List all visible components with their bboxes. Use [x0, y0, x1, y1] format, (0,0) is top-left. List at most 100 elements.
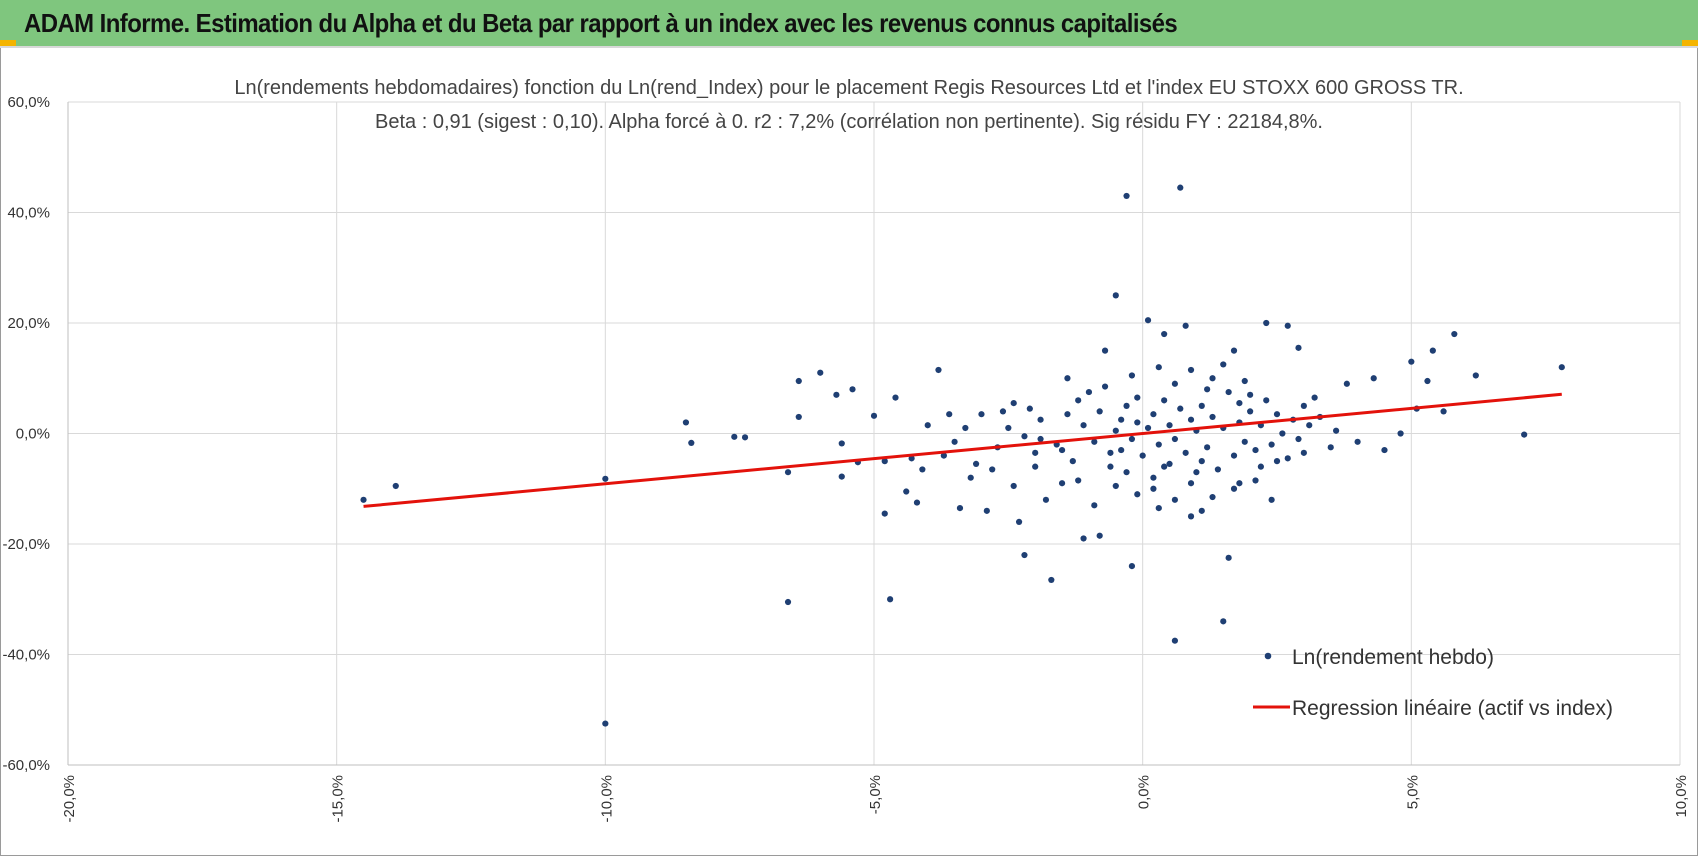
data-point [1144, 424, 1152, 432]
data-point [913, 499, 921, 506]
data-point [1252, 446, 1259, 454]
data-point [1177, 405, 1184, 412]
data-point [1085, 388, 1093, 396]
regression-line [363, 392, 1562, 508]
data-point [1155, 441, 1162, 448]
data-point [1187, 513, 1195, 520]
data-point [1128, 372, 1136, 379]
data-point [784, 469, 792, 476]
data-point [1010, 400, 1017, 407]
data-point [1101, 347, 1109, 354]
data-point [978, 411, 985, 418]
data-point [1096, 532, 1103, 539]
data-point [1408, 358, 1415, 365]
data-point [881, 510, 888, 517]
data-point [1150, 485, 1157, 492]
data-point [972, 460, 980, 467]
data-point [1091, 502, 1098, 509]
data-point [935, 366, 942, 374]
data-point [1037, 416, 1044, 423]
data-point [1166, 460, 1173, 467]
data-point [1273, 411, 1281, 418]
data-point [1247, 408, 1254, 415]
data-point [1026, 405, 1033, 412]
data-point [1295, 344, 1302, 351]
data-point [1021, 433, 1028, 440]
data-point [1193, 469, 1200, 476]
data-point [1429, 347, 1436, 354]
data-point [1112, 427, 1119, 434]
banner-corner-left [0, 40, 16, 46]
data-point [1424, 377, 1431, 385]
data-point [887, 596, 894, 603]
data-point [1032, 463, 1039, 470]
data-point [1263, 319, 1270, 327]
x-tick-label: 5,0% [1404, 775, 1421, 809]
banner-corner-right [1682, 40, 1698, 46]
x-tick-label: 10,0% [1673, 775, 1690, 818]
data-point [1123, 402, 1130, 409]
data-point [1220, 618, 1227, 625]
data-point [1010, 482, 1017, 490]
data-point [1198, 458, 1205, 465]
data-point [1204, 444, 1211, 451]
legend-label-points: Ln(rendement hebdo) [1292, 646, 1494, 669]
data-points [360, 184, 1565, 727]
data-point [1397, 430, 1404, 437]
data-point [1112, 482, 1119, 490]
data-point [1096, 408, 1103, 415]
data-point [1166, 422, 1173, 429]
data-point [1327, 444, 1334, 451]
data-point [1080, 422, 1087, 429]
x-tick-label: -20,0% [61, 775, 78, 823]
data-point [838, 473, 845, 480]
data-point [682, 419, 690, 426]
x-tick-label: -5,0% [867, 775, 884, 814]
data-point [1123, 469, 1130, 476]
data-point [1187, 416, 1195, 423]
y-tick-label: 60,0% [7, 94, 50, 111]
data-point [1440, 408, 1447, 415]
data-point [731, 433, 738, 440]
data-point [989, 466, 996, 473]
data-point [1220, 361, 1227, 368]
data-point [1161, 463, 1168, 470]
data-point [1064, 375, 1071, 382]
y-tick-label: 20,0% [7, 315, 50, 332]
data-point [1155, 364, 1162, 371]
y-tick-label: 40,0% [7, 205, 50, 222]
y-tick-label: -60,0% [2, 757, 50, 774]
data-point [741, 434, 749, 441]
data-point [1021, 551, 1028, 559]
data-point [1058, 446, 1066, 454]
data-point [1214, 466, 1221, 473]
data-point [1123, 192, 1130, 200]
data-point [1118, 416, 1125, 423]
data-point [1230, 452, 1238, 459]
data-point [908, 455, 915, 462]
data-point [1144, 317, 1152, 324]
data-point [1300, 402, 1307, 409]
data-point [1268, 496, 1275, 503]
banner-title: ADAM Informe. Estimation du Alpha et du … [24, 8, 1178, 38]
data-point [1295, 435, 1302, 443]
data-point [1284, 322, 1291, 329]
data-point [1032, 449, 1039, 456]
data-point [1236, 480, 1243, 487]
data-point [1161, 397, 1168, 404]
data-point [1558, 364, 1565, 371]
data-point [1279, 430, 1286, 437]
data-point [1343, 380, 1350, 387]
data-point [1381, 446, 1388, 454]
data-point [360, 496, 367, 503]
data-point [1204, 386, 1211, 393]
x-tick-label: 0,0% [1136, 775, 1153, 809]
data-point [1198, 507, 1205, 514]
data-point [1064, 411, 1071, 418]
data-point [1230, 347, 1238, 354]
data-point [1236, 400, 1243, 407]
data-point [1198, 402, 1205, 409]
data-point [833, 391, 840, 398]
data-point [602, 475, 609, 482]
